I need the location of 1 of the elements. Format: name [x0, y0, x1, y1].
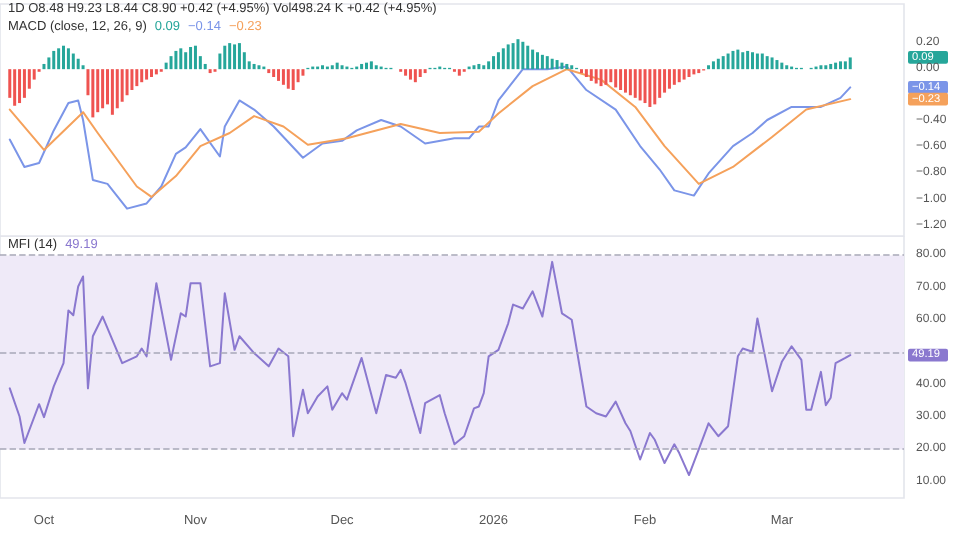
line-series: [8, 260, 852, 477]
